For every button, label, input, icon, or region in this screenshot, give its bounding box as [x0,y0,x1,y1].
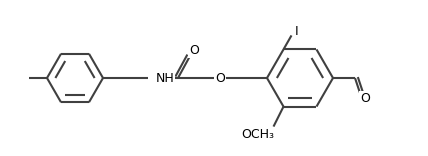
Text: O: O [189,44,199,58]
Text: NH: NH [156,71,175,85]
Text: OCH₃: OCH₃ [241,128,274,141]
Text: O: O [215,71,225,85]
Text: I: I [295,25,298,38]
Text: O: O [360,92,370,105]
